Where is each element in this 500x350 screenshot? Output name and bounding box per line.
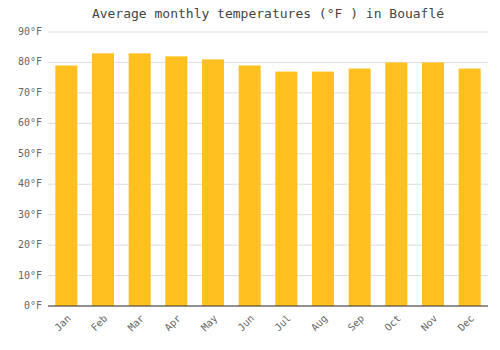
bar (459, 69, 481, 306)
x-axis-line (48, 306, 488, 307)
bar (239, 65, 261, 306)
bar (165, 56, 187, 306)
y-tick-label: 50°F (18, 148, 42, 159)
y-tick-label: 20°F (18, 239, 42, 250)
x-tick-label: Mar (126, 313, 147, 334)
x-tick-label: Jun (236, 313, 257, 334)
x-tick-label: Jan (52, 313, 73, 334)
title: Average monthly temperatures (°F ) in Bo… (92, 6, 444, 21)
x-tick-label: Nov (419, 313, 440, 334)
x-tick-label: Feb (89, 313, 110, 334)
bar (349, 69, 371, 306)
x-tick-label: Jul (272, 313, 293, 334)
bar (385, 62, 407, 306)
x-tick-label: Oct (382, 313, 403, 334)
grid-line (48, 32, 488, 33)
bar (129, 53, 151, 306)
x-tick-label: Dec (456, 313, 477, 334)
x-tick-label: Sep (346, 313, 367, 334)
bar (422, 62, 444, 306)
bars (55, 53, 480, 306)
x-tick-label: Aug (309, 313, 330, 334)
y-tick-label: 0°F (24, 300, 42, 311)
y-grid (48, 32, 488, 306)
y-tick-label: 80°F (18, 56, 42, 67)
grid-line (48, 306, 488, 307)
y-tick-label: 90°F (18, 26, 42, 37)
chart: 0°F 10°F 20°F 30°F 40°F 50°F 60°F 70°F 80°F 90°F J… (0, 0, 500, 350)
y-tick-label: 30°F (18, 209, 42, 220)
bar (275, 72, 297, 306)
x-tick-label: May (199, 313, 220, 334)
y-tick-label: 40°F (18, 178, 42, 189)
bar (202, 59, 224, 306)
chart-container: 0°F 10°F 20°F 30°F 40°F 50°F 60°F 70°F 80°F 90°F J… (0, 0, 500, 350)
x-tick-label: Apr (162, 313, 183, 334)
bar (92, 53, 114, 306)
y-tick-label: 60°F (18, 117, 42, 128)
y-tick-label: 10°F (18, 270, 42, 281)
bar (55, 65, 77, 306)
bar (312, 72, 334, 306)
y-tick-label: 70°F (18, 87, 42, 98)
